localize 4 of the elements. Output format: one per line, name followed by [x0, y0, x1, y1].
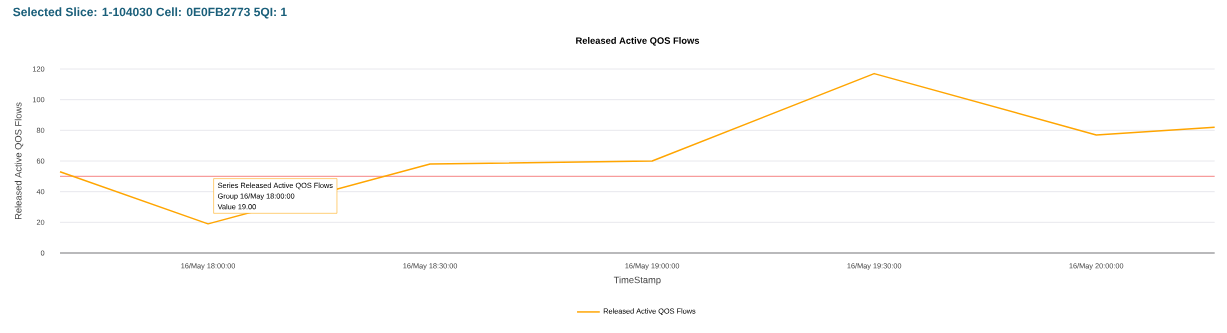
y-axis-title: Released Active QOS Flows [14, 102, 24, 220]
chart-subtitle: Selected Slice: 1-104030 Cell: 0E0FB2773 5QI: 1 [13, 7, 287, 19]
chart-title: Released Active QOS Flows [576, 37, 700, 46]
x-axis-title: TimeStamp [613, 276, 661, 286]
